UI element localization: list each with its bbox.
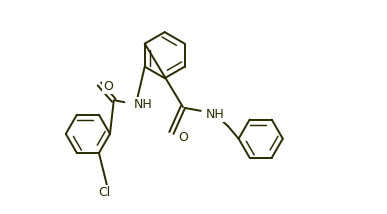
Text: O: O bbox=[178, 131, 188, 144]
Text: NH: NH bbox=[206, 108, 225, 121]
Text: O: O bbox=[103, 80, 113, 93]
Text: Cl: Cl bbox=[98, 186, 110, 199]
Text: NH: NH bbox=[134, 98, 153, 111]
